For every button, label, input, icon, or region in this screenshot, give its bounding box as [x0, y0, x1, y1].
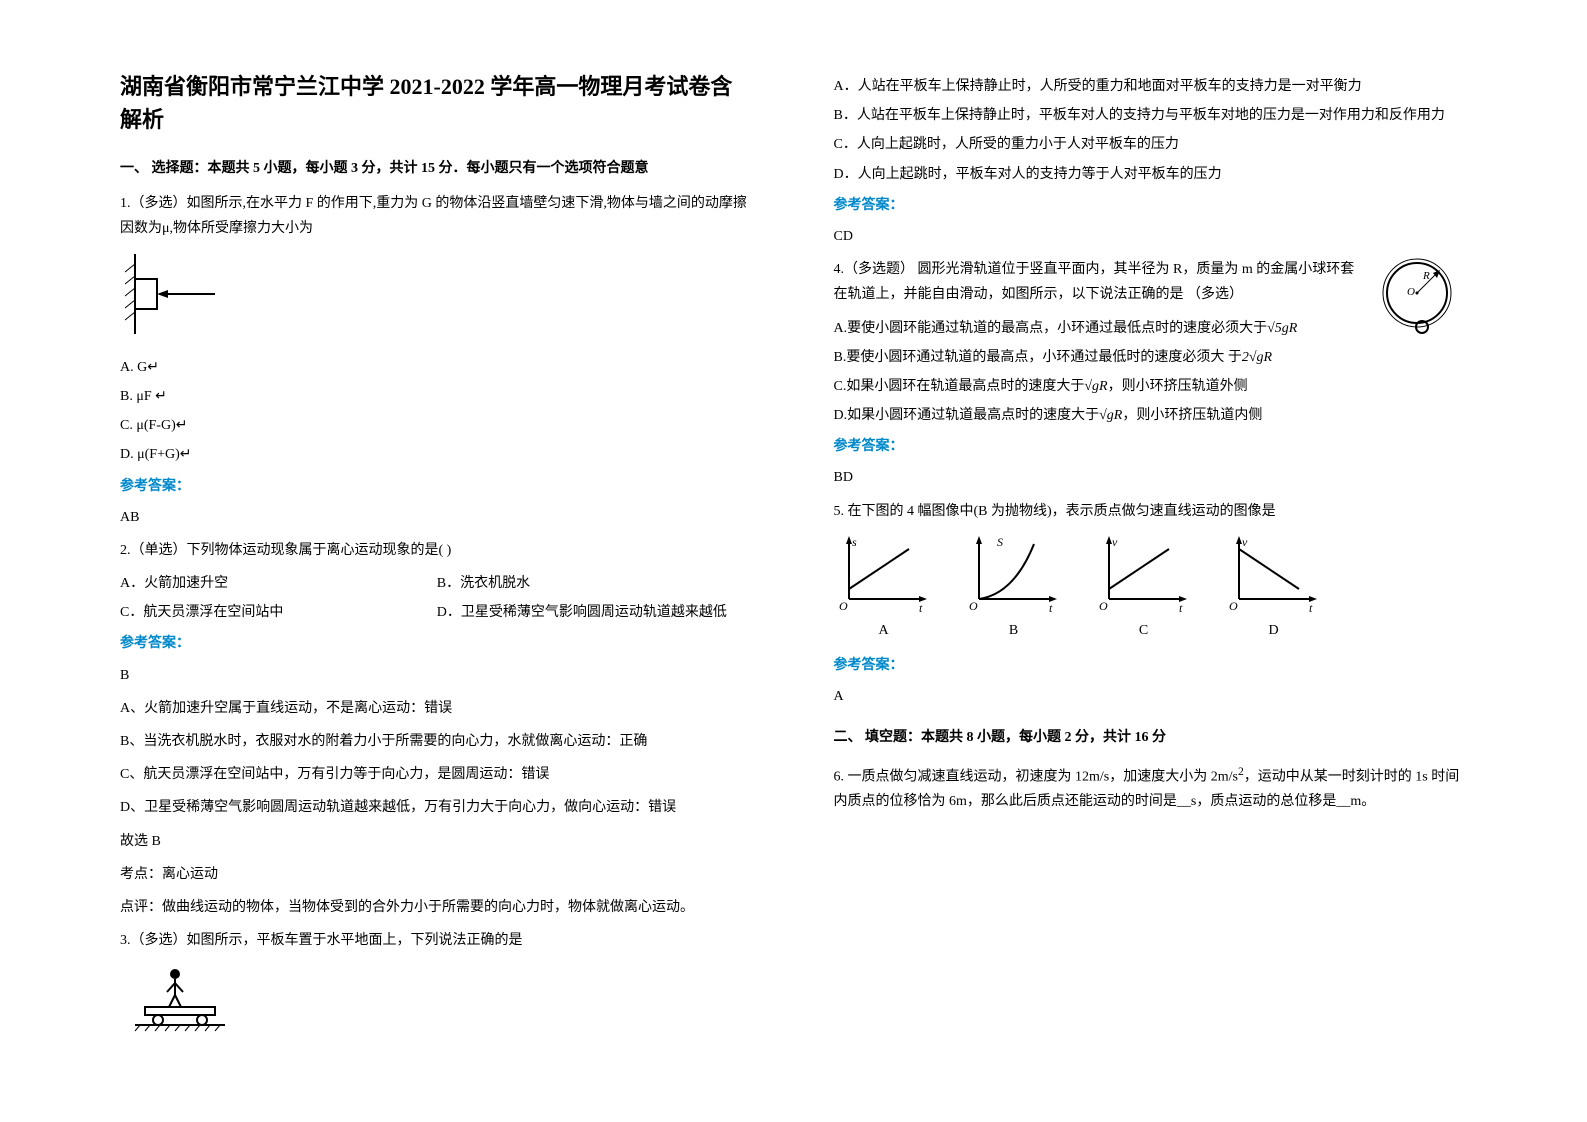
- q4-option-d: D.如果小圆环通过轨道最高点时的速度大于√gR，则小环挤压轨道内侧: [834, 403, 1468, 428]
- svg-text:R: R: [1422, 270, 1430, 282]
- q2-comment: 点评：做曲线运动的物体，当物体受到的合外力小于所需要的向心力时，物体就做离心运动…: [120, 895, 754, 920]
- cart-diagram: [120, 965, 754, 1044]
- q5-graphs: s t O A S t O B: [834, 534, 1468, 643]
- q3-option-a: A．人站在平板车上保持静止时，人所受的重力和地面对平板车的支持力是一对平衡力: [834, 74, 1468, 99]
- q2-option-a: A．火箭加速升空: [120, 571, 437, 596]
- svg-text:t: t: [1179, 601, 1183, 614]
- q3-option-d: D．人向上起跳时，平板车对人的支持力等于人对平板车的压力: [834, 162, 1468, 187]
- q4-d-tail: ，则小环挤压轨道内侧: [1122, 408, 1262, 423]
- q4-a-text: A.要使小圆环能通过轨道的最高点，小环通过最低点时的速度必须大于: [834, 321, 1268, 336]
- q2-text: 2.（单选）下列物体运动现象属于离心运动现象的是( ): [120, 538, 754, 563]
- graph-a-label: A: [878, 618, 888, 643]
- q4-d-text: D.如果小圆环通过轨道最高点时的速度大于: [834, 408, 1100, 423]
- graph-a: s t O A: [834, 534, 934, 643]
- q2-option-c: C．航天员漂浮在空间站中: [120, 600, 437, 625]
- circle-track-diagram: O R: [1367, 255, 1467, 354]
- q5-text: 5. 在下图的 4 幅图像中(B 为抛物线)，表示质点做匀速直线运动的图像是: [834, 499, 1468, 524]
- q4-answer-label: 参考答案：: [834, 434, 1468, 459]
- q2-explain-b: B、当洗衣机脱水时，衣服对水的附着力小于所需要的向心力，水就做离心运动：正确: [120, 729, 754, 754]
- q4-a-formula: √5gR: [1267, 321, 1297, 336]
- svg-text:O: O: [1229, 599, 1238, 613]
- q2-conclusion: 故选 B: [120, 829, 754, 854]
- graph-d: v t O D: [1224, 534, 1324, 643]
- section2-title: 二、 填空题：本题共 8 小题，每小题 2 分，共计 16 分: [834, 725, 1468, 750]
- q1-answer: AB: [120, 505, 754, 530]
- q2-answer-label: 参考答案：: [120, 631, 754, 656]
- q4-b-formula: 2√gR: [1242, 350, 1272, 365]
- graph-b: S t O B: [964, 534, 1064, 643]
- graph-c: v t O C: [1094, 534, 1194, 643]
- q2-topic: 考点：离心运动: [120, 862, 754, 887]
- q4-c-text: C.如果小圆环在轨道最高点时的速度大于: [834, 379, 1085, 394]
- q1-option-c: C. μ(F-G)↵: [120, 413, 754, 438]
- exam-title: 湖南省衡阳市常宁兰江中学 2021-2022 学年高一物理月考试卷含解析: [120, 70, 754, 136]
- q4-c-formula: √gR: [1084, 379, 1107, 394]
- section1-title: 一、 选择题：本题共 5 小题，每小题 3 分，共计 15 分．每小题只有一个选…: [120, 156, 754, 181]
- q3-answer: CD: [834, 224, 1468, 249]
- q1-option-b: B. μF ↵: [120, 384, 754, 409]
- q2-answer: B: [120, 663, 754, 688]
- svg-text:O: O: [1407, 286, 1415, 298]
- q4-answer: BD: [834, 465, 1468, 490]
- q3-option-b: B．人站在平板车上保持静止时，平板车对人的支持力与平板车对地的压力是一对作用力和…: [834, 103, 1468, 128]
- q2-option-d: D．卫星受稀薄空气影响圆周运动轨道越来越低: [437, 600, 754, 625]
- q1-option-d: D. μ(F+G)↵: [120, 442, 754, 467]
- q1-answer-label: 参考答案：: [120, 474, 754, 499]
- svg-text:v: v: [1242, 535, 1248, 549]
- q5-answer-label: 参考答案：: [834, 653, 1468, 678]
- q3-text: 3.（多选）如图所示，平板车置于水平地面上，下列说法正确的是: [120, 928, 754, 953]
- q4-c-tail: ，则小环挤压轨道外侧: [1108, 379, 1248, 394]
- graph-b-label: B: [1009, 618, 1018, 643]
- q1-text: 1.（多选）如图所示,在水平力 F 的作用下,重力为 G 的物体沿竖直墙壁匀速下…: [120, 191, 754, 241]
- q4-b-text: B.要使小圆环通过轨道的最高点，小环通过最低时的速度必须大 于: [834, 350, 1242, 365]
- q2-explain-d: D、卫星受稀薄空气影响圆周运动轨道越来越低，万有引力大于向心力，做向心运动：错误: [120, 795, 754, 820]
- q2-option-b: B．洗衣机脱水: [437, 571, 754, 596]
- q3-answer-label: 参考答案：: [834, 193, 1468, 218]
- wall-diagram: [120, 254, 754, 343]
- svg-text:s: s: [852, 535, 857, 549]
- svg-text:O: O: [1099, 599, 1108, 613]
- svg-text:S: S: [997, 535, 1003, 549]
- svg-text:t: t: [919, 601, 923, 614]
- q3-option-c: C．人向上起跳时，人所受的重力小于人对平板车的压力: [834, 132, 1468, 157]
- q6-text1: 6. 一质点做匀减速直线运动，初速度为 12m/s，加速度大小为 2m/s: [834, 769, 1238, 784]
- svg-text:t: t: [1309, 601, 1313, 614]
- q5-answer: A: [834, 684, 1468, 709]
- q2-explain-a: A、火箭加速升空属于直线运动，不是离心运动：错误: [120, 696, 754, 721]
- svg-text:O: O: [839, 599, 848, 613]
- q2-explain-c: C、航天员漂浮在空间站中，万有引力等于向心力，是圆周运动：错误: [120, 762, 754, 787]
- svg-text:O: O: [969, 599, 978, 613]
- q1-option-a: A. G↵: [120, 355, 754, 380]
- svg-text:t: t: [1049, 601, 1053, 614]
- q6-text: 6. 一质点做匀减速直线运动，初速度为 12m/s，加速度大小为 2m/s2，运…: [834, 761, 1468, 815]
- graph-d-label: D: [1268, 618, 1278, 643]
- graph-c-label: C: [1139, 618, 1148, 643]
- svg-text:v: v: [1112, 535, 1118, 549]
- q4-option-c: C.如果小圆环在轨道最高点时的速度大于√gR，则小环挤压轨道外侧: [834, 374, 1468, 399]
- q4-d-formula: √gR: [1099, 408, 1122, 423]
